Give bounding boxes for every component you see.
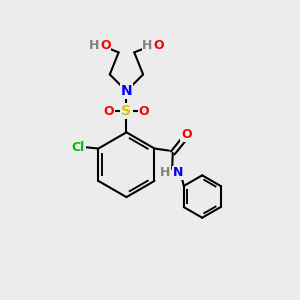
Text: N: N: [121, 84, 132, 98]
Text: H: H: [142, 39, 153, 52]
Text: O: O: [103, 105, 114, 118]
Text: H: H: [89, 39, 99, 52]
Text: S: S: [122, 104, 131, 118]
Text: N: N: [172, 167, 183, 179]
Text: O: O: [153, 39, 164, 52]
Text: O: O: [139, 105, 149, 118]
Text: Cl: Cl: [72, 141, 85, 154]
Text: O: O: [100, 39, 111, 52]
Text: H: H: [160, 167, 170, 179]
Text: O: O: [181, 128, 192, 141]
